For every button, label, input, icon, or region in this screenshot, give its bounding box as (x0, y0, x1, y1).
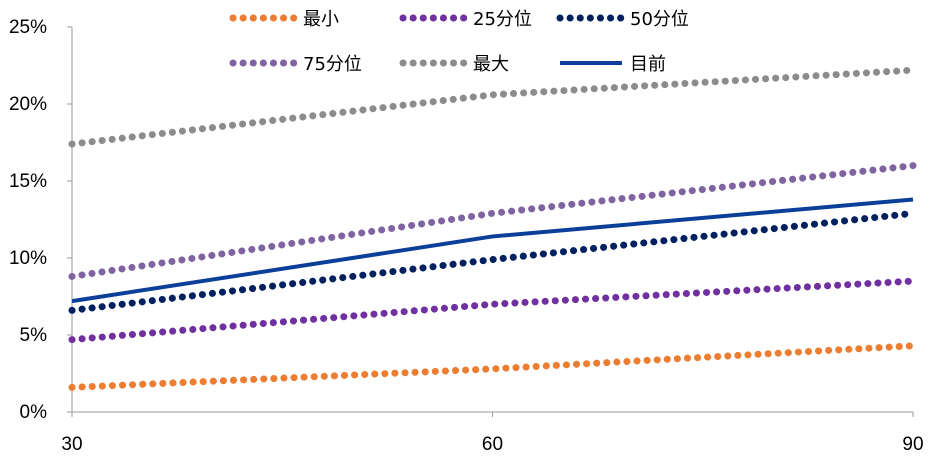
legend-label-0: 最小 (303, 9, 339, 30)
series-line-2 (68, 209, 917, 314)
y-tick-label: 5% (20, 325, 48, 346)
legend-label-4: 最大 (473, 54, 509, 75)
x-tick-label: 30 (61, 434, 82, 455)
legend-label-1: 25分位 (473, 9, 532, 30)
series-line-0 (68, 342, 917, 391)
legend-label-2: 50分位 (630, 9, 689, 30)
y-tick-label: 0% (20, 402, 48, 423)
legend-label-5: 目前 (630, 54, 666, 75)
y-tick-label: 25% (9, 17, 47, 38)
x-tick-labels: 30 60 90 (61, 412, 924, 455)
y-tick-label: 20% (9, 94, 47, 115)
x-tick-label: 90 (902, 434, 923, 455)
series-line-4 (68, 66, 917, 148)
x-tick-label: 60 (482, 434, 503, 455)
series-line-3 (68, 162, 917, 280)
series-line-5 (71, 197, 914, 304)
y-tick-label: 15% (9, 171, 47, 192)
legend-label-3: 75分位 (303, 54, 362, 75)
y-tick-labels: 0% 5% 10% 15% 20% 25% (9, 17, 72, 423)
legend: 最小 25分位 50分位 75分位 最大 目前 (229, 9, 689, 75)
series-lines (68, 66, 917, 391)
y-tick-label: 10% (9, 248, 47, 269)
series-line-1 (68, 277, 917, 344)
